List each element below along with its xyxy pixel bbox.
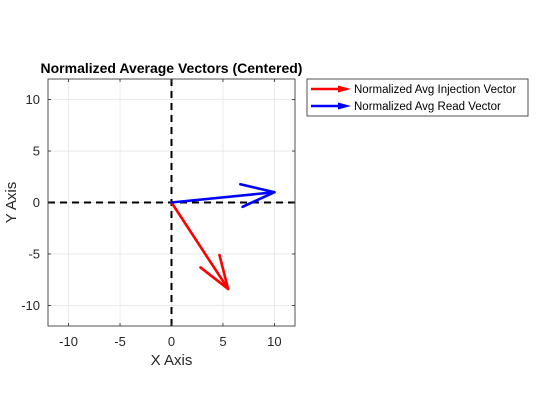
legend: Normalized Avg Injection Vector Normalize… xyxy=(306,78,529,117)
legend-label: Normalized Avg Read Vector xyxy=(354,101,501,113)
y-tick-group: -10 -5 0 5 10 xyxy=(21,92,295,313)
vector-0-shaft xyxy=(170,201,230,291)
y-tick-label: -5 xyxy=(28,246,40,261)
x-tick-label: 5 xyxy=(219,334,226,349)
legend-box xyxy=(306,78,529,117)
vector-1-shaft xyxy=(170,190,276,204)
y-tick-label: -10 xyxy=(21,298,40,313)
legend-swatch-head-1 xyxy=(338,102,351,110)
y-tick-label: 5 xyxy=(33,144,40,159)
vector-series xyxy=(170,182,276,291)
vector-1-head xyxy=(239,182,276,209)
legend-swatch-head-0 xyxy=(338,85,351,93)
x-tick-group: -10 -5 0 5 10 xyxy=(59,79,282,349)
y-axis-label: Y Axis xyxy=(3,182,20,223)
x-tick-label: 0 xyxy=(168,334,175,349)
x-axis-label: X Axis xyxy=(151,352,193,369)
vector-0-head xyxy=(199,253,230,291)
x-tick-label: -10 xyxy=(59,334,78,349)
y-tick-label: 0 xyxy=(33,195,40,210)
x-tick-label: 10 xyxy=(267,334,281,349)
chart-title: Normalized Average Vectors (Centered) xyxy=(41,60,303,76)
y-tick-label: 10 xyxy=(26,92,40,107)
legend-label: Normalized Avg Injection Vector xyxy=(354,84,516,96)
x-tick-label: -5 xyxy=(114,334,126,349)
